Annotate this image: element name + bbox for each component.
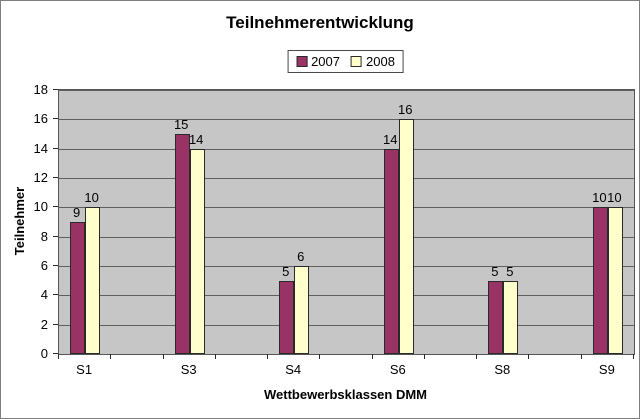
x-tick-9 [528, 354, 530, 359]
bar-2008-S8 [503, 280, 519, 354]
x-category-label-S1: S1 [76, 362, 93, 377]
gridline-18 [59, 90, 634, 91]
chart-title: Teilnehmerentwicklung [226, 13, 414, 32]
y-tick-label-6: 6 [40, 258, 48, 273]
legend-swatch-2007 [296, 56, 308, 67]
data-label-2008-S4: 6 [297, 249, 305, 264]
bar-2007-S9 [592, 207, 608, 354]
x-tick-0 [58, 354, 59, 359]
y-tick-4 [53, 294, 58, 296]
data-label-2008-S3: 14 [188, 131, 204, 147]
legend-swatch-2008 [351, 56, 362, 67]
x-category-label-S9: S9 [598, 362, 615, 377]
x-category-label-S4: S4 [285, 362, 302, 377]
x-tick-2 [162, 354, 164, 359]
bar-2007-S4 [279, 280, 295, 354]
legend: 2007 2008 [287, 50, 404, 73]
legend-item-2007: 2007 [296, 54, 340, 69]
x-tick-10 [580, 354, 582, 359]
x-tick-1 [110, 354, 112, 359]
y-tick-10 [53, 206, 58, 208]
gridline-16 [59, 119, 634, 121]
y-tick-6 [53, 265, 58, 266]
y-tick-0 [53, 353, 58, 354]
y-tick-8 [53, 235, 58, 237]
bar-2008-S6 [398, 119, 414, 354]
y-tick-2 [53, 323, 58, 325]
gridline-14 [59, 148, 634, 150]
y-tick-12 [53, 177, 58, 178]
y-axis-title: Teilnehmer [12, 186, 27, 256]
x-category-label-S3: S3 [180, 362, 197, 377]
y-tick-16 [53, 118, 58, 120]
gridline-12 [59, 178, 634, 179]
x-category-label-S8: S8 [494, 362, 511, 377]
x-tick-8 [476, 354, 478, 359]
bar-2007-S8 [488, 280, 504, 354]
bar-2007-S1 [70, 222, 86, 354]
bar-2007-S3 [174, 134, 190, 354]
plot-area [58, 89, 635, 355]
gridline-6 [59, 266, 634, 267]
bar-2008-S3 [189, 148, 205, 354]
gridline-8 [59, 236, 634, 238]
data-label-2007-S3: 15 [173, 117, 189, 132]
x-axis-title: Wettbewerbsklassen DMM [263, 387, 428, 402]
x-tick-4 [267, 354, 269, 359]
y-tick-18 [53, 89, 58, 90]
bar-2008-S1 [85, 207, 101, 354]
y-tick-label-8: 8 [40, 228, 48, 244]
legend-label-2007: 2007 [311, 54, 340, 69]
y-tick-label-2: 2 [40, 316, 48, 332]
data-label-2008-S1: 10 [84, 190, 99, 206]
gridline-2 [59, 324, 634, 326]
x-category-label-S6: S6 [389, 362, 406, 377]
y-tick-label-10: 10 [33, 199, 48, 215]
y-tick-label-0: 0 [40, 346, 48, 361]
data-label-2007-S4: 5 [282, 263, 290, 279]
bar-2007-S6 [383, 148, 399, 354]
x-tick-11 [633, 354, 634, 359]
x-tick-3 [214, 354, 216, 359]
bar-2008-S4 [294, 266, 310, 354]
y-tick-label-18: 18 [33, 82, 48, 97]
y-tick-label-4: 4 [40, 287, 48, 303]
y-tick-label-16: 16 [33, 111, 48, 127]
x-tick-6 [371, 354, 373, 359]
gridline-4 [59, 295, 634, 297]
data-label-2008-S6: 16 [398, 102, 413, 118]
legend-label-2008: 2008 [366, 54, 395, 69]
y-tick-label-14: 14 [33, 140, 48, 156]
x-tick-7 [423, 354, 425, 359]
bar-2008-S9 [607, 207, 623, 354]
y-tick-label-12: 12 [33, 170, 48, 185]
gridline-10 [59, 207, 634, 209]
data-label-2007-S9: 10 [592, 190, 607, 206]
y-tick-14 [53, 147, 58, 149]
data-label-2007-S6: 14 [383, 131, 398, 147]
data-label-2007-S8: 5 [491, 263, 499, 279]
data-label-2008-S8: 5 [506, 263, 514, 279]
data-label-2007-S1: 9 [73, 205, 81, 220]
data-label-2008-S9: 10 [607, 190, 622, 206]
legend-item-2008: 2008 [351, 54, 395, 69]
x-tick-5 [319, 354, 321, 359]
